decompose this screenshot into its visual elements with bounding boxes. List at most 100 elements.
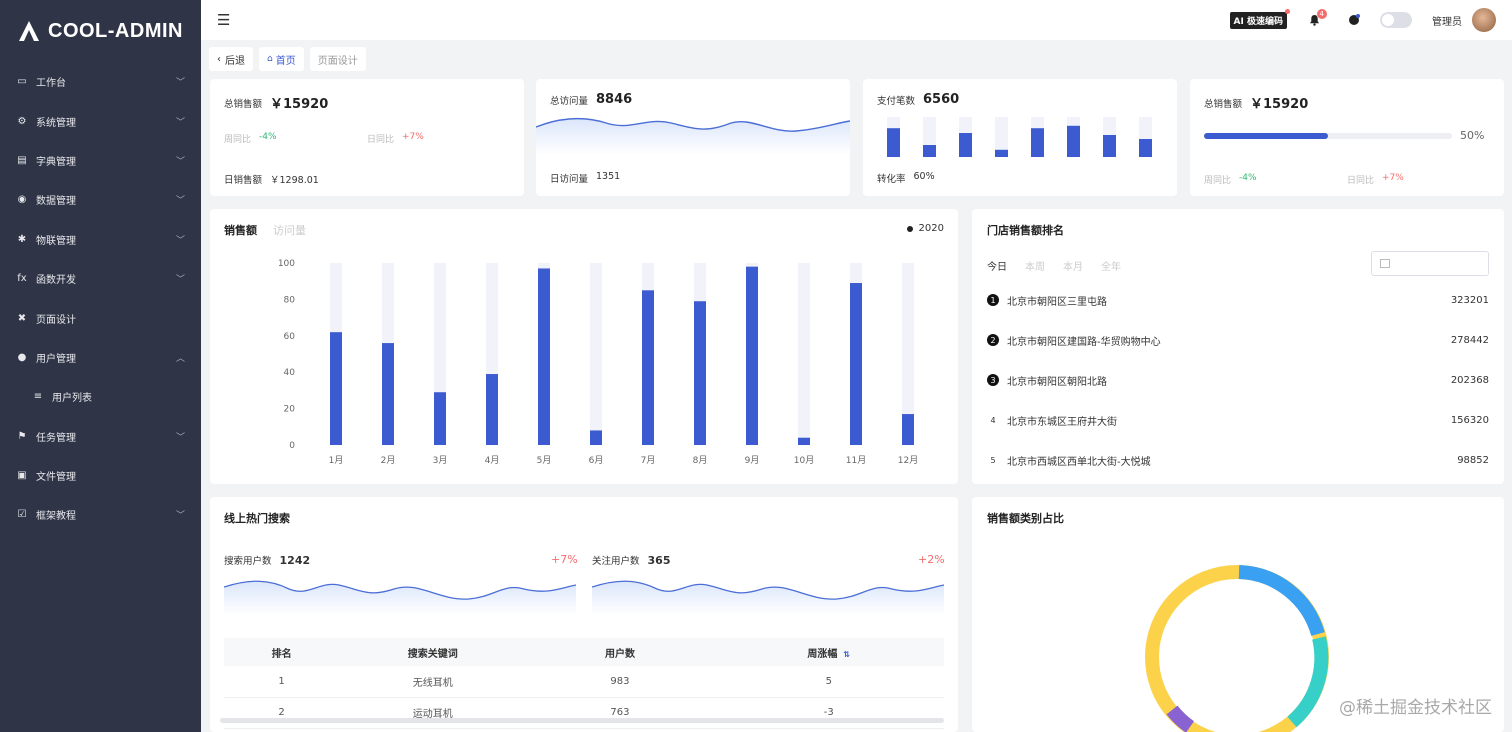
week-compare-value: -4% [259, 132, 277, 142]
menu-toggle-icon[interactable]: ☰ [217, 11, 231, 29]
ai-coding-button[interactable]: AI 极速编码 [1229, 8, 1290, 29]
sidebar-item-6[interactable]: ✖ 页面设计 [0, 298, 201, 337]
period-today[interactable]: 今日 [987, 262, 1007, 273]
rank-number: 4 [990, 415, 996, 425]
store-name: 北京市朝阳区朝阳北路 [1007, 376, 1107, 388]
username[interactable]: 管理员 [1432, 16, 1462, 28]
day-compare-value: +7% [1382, 173, 1404, 183]
bar[interactable] [538, 268, 550, 445]
bar[interactable] [434, 392, 446, 445]
table-row[interactable]: 1 无线耳机 983 5 [224, 666, 944, 698]
checkbox-icon: ☑ [17, 509, 27, 521]
progress-text: 50% [1460, 129, 1485, 142]
horizontal-scrollbar[interactable] [220, 718, 944, 723]
period-month[interactable]: 本月 [1063, 262, 1083, 273]
x-tick-label: 3月 [433, 455, 448, 466]
chevron-down-icon: ﹀ [175, 156, 185, 167]
chevron-down-icon: ﹀ [175, 78, 185, 89]
theme-button[interactable] [1348, 14, 1360, 26]
col-change-label: 周涨幅 [807, 648, 838, 660]
footer-value: 60% [913, 171, 935, 182]
sidebar-item-8[interactable]: ≡ 用户列表 [0, 377, 201, 416]
ranking-row[interactable]: 2 北京市朝阳区建国路-华贸购物中心 278442 [987, 320, 1489, 360]
store-value: 202368 [1450, 374, 1489, 386]
footer-value: ￥1298.01 [270, 175, 319, 186]
date-picker[interactable] [1371, 251, 1489, 276]
bar[interactable] [798, 437, 810, 445]
week-compare-label: 周同比 [224, 135, 252, 145]
follow-users-change: +2% [918, 553, 945, 566]
sidebar-item-7[interactable]: ● 用户管理 ︿ [0, 338, 201, 377]
sidebar-item-10[interactable]: ▣ 文件管理 [0, 456, 201, 495]
hot-search-title: 线上热门搜索 [224, 512, 290, 525]
bar[interactable] [902, 414, 914, 445]
bar[interactable] [746, 266, 758, 445]
topbar: ☰ AI 极速编码 4 管理员 [201, 0, 1512, 40]
tab-sales[interactable]: 销售额 [224, 224, 257, 237]
bar[interactable] [382, 343, 394, 445]
bar[interactable] [486, 374, 498, 445]
category-title: 销售额类别占比 [987, 512, 1064, 525]
sidebar-item-11[interactable]: ☑ 框架教程 ﹀ [0, 495, 201, 534]
stat-card-total-sales: 总销售额 ￥15920 周同比 -4% 日同比 +7% 日销售额 ￥1298.0… [210, 79, 524, 196]
store-ranking-card: 门店销售额排名 今日 本周 本月 全年 1 北京市朝阳区三里屯路 323201 2 北京… [972, 209, 1504, 484]
rank-number: 3 [987, 374, 999, 386]
notification-count: 4 [1316, 9, 1327, 19]
ranking-row[interactable]: 5 北京市西城区西单北大街-大悦城 98852 [987, 440, 1489, 480]
sidebar-item-0[interactable]: ▭ 工作台 ﹀ [0, 62, 201, 101]
sidebar-item-2[interactable]: ▤ 字典管理 ﹀ [0, 141, 201, 180]
footer-label: 日访问量 [550, 174, 589, 185]
sidebar-item-4[interactable]: ✱ 物联管理 ﹀ [0, 220, 201, 259]
function-icon: fx [17, 273, 27, 285]
payments-mini-bar-chart [887, 117, 1152, 157]
tab-home[interactable]: ⌂ 首页 [259, 47, 304, 71]
bar[interactable] [330, 332, 342, 445]
bar[interactable] [642, 290, 654, 445]
tab-page-design[interactable]: 页面设计 [309, 47, 366, 71]
week-compare-value: -4% [1239, 173, 1257, 183]
x-tick-label: 1月 [329, 455, 344, 466]
bar[interactable] [590, 430, 602, 445]
ai-dot [1285, 8, 1290, 14]
sidebar-item-5[interactable]: fx 函数开发 ﹀ [0, 259, 201, 298]
y-tick-label: 100 [278, 259, 295, 269]
col-keyword[interactable]: 搜索关键词 [339, 638, 527, 666]
ranking-row[interactable]: 4 北京市东城区王府井大街 156320 [987, 400, 1489, 440]
sidebar-item-9[interactable]: ⚑ 任务管理 ﹀ [0, 417, 201, 456]
col-change[interactable]: 周涨幅 ⇅ [713, 638, 944, 666]
tab-back[interactable]: ‹ 后退 [209, 47, 253, 71]
sort-icon[interactable]: ⇅ [843, 649, 851, 659]
col-users[interactable]: 用户数 [526, 638, 714, 666]
table-row[interactable]: 2 运动耳机 763 -3 [224, 697, 944, 729]
logo[interactable]: COOL-ADMIN [0, 0, 201, 62]
rank-number: 5 [990, 455, 996, 465]
period-week[interactable]: 本周 [1025, 262, 1045, 273]
x-tick-label: 5月 [537, 455, 552, 466]
avatar[interactable] [1472, 8, 1496, 32]
bar[interactable] [850, 283, 862, 445]
cell-rank: 1 [224, 666, 340, 698]
notification-button[interactable]: 4 [1309, 9, 1327, 26]
tab-visits[interactable]: 访问量 [273, 224, 306, 237]
legend-label: 2020 [918, 223, 944, 234]
sidebar-item-label: 字典管理 [36, 156, 76, 168]
progress-bar [1204, 133, 1452, 139]
stat-label: 总销售额 [1204, 98, 1243, 110]
ranking-title: 门店销售额排名 [987, 224, 1064, 237]
ranking-row[interactable]: 3 北京市朝阳区朝阳北路 202368 [987, 360, 1489, 400]
col-rank[interactable]: 排名 [224, 638, 340, 666]
cell-users: 763 [526, 697, 714, 729]
follow-users-value: 365 [647, 553, 671, 567]
sidebar-item-1[interactable]: ⚙ 系统管理 ﹀ [0, 101, 201, 140]
period-year[interactable]: 全年 [1101, 262, 1121, 273]
chevron-up-icon: ︿ [175, 353, 185, 364]
cell-change: 5 [713, 666, 944, 698]
dark-mode-toggle[interactable] [1380, 12, 1412, 28]
bell-icon [1309, 14, 1320, 26]
bar[interactable] [694, 301, 706, 445]
stat-value: 8846 [596, 92, 633, 107]
x-tick-label: 12月 [898, 455, 918, 466]
x-tick-label: 8月 [693, 455, 708, 466]
ranking-row[interactable]: 1 北京市朝阳区三里屯路 323201 [987, 280, 1489, 320]
sidebar-item-3[interactable]: ◉ 数据管理 ﹀ [0, 180, 201, 219]
